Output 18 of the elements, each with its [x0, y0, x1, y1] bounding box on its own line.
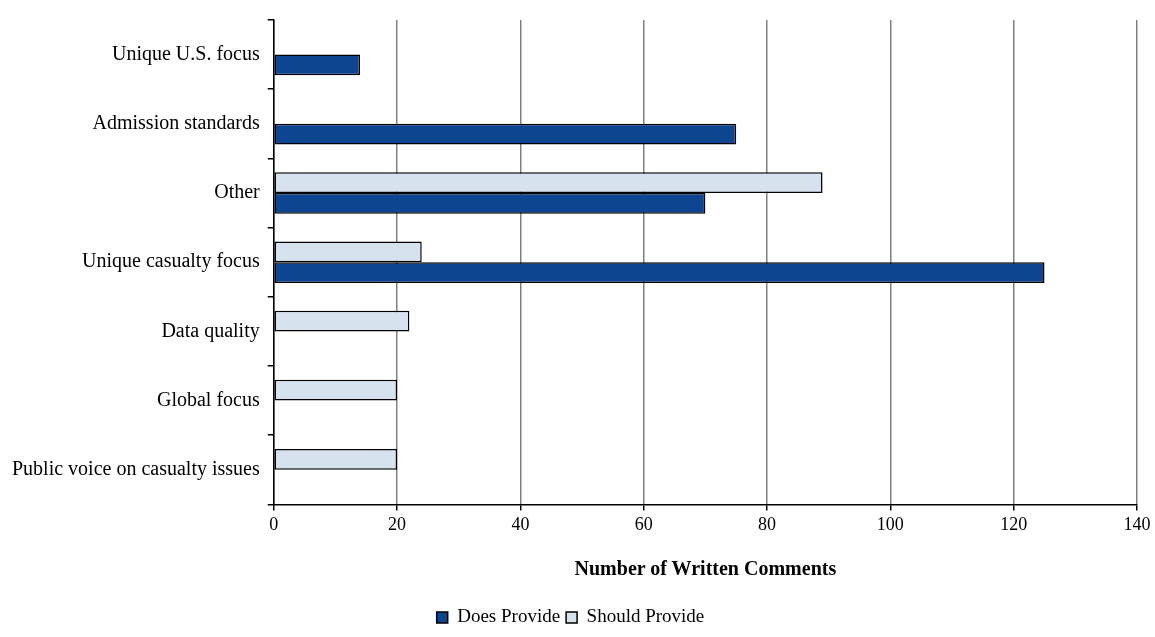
- x-tick-label: 0: [269, 513, 279, 534]
- y-tick-label: Unique casualty focus: [82, 249, 260, 273]
- x-tick-label: 20: [388, 513, 407, 534]
- legend-label: Should Provide: [586, 605, 705, 627]
- y-tick-label: Other: [214, 180, 261, 203]
- y-tick-label: Admission standards: [92, 111, 260, 134]
- y-tick-label: Global focus: [156, 387, 260, 410]
- legend-label: Does Provide: [457, 605, 561, 627]
- x-axis-title: Number of Written Comments: [574, 557, 837, 580]
- x-tick-label: 140: [1123, 513, 1151, 534]
- y-tick-label: Unique U.S. focus: [111, 41, 260, 65]
- y-tick-label: Data quality: [161, 318, 260, 342]
- x-tick-label: 100: [876, 513, 904, 534]
- x-tick-label: 60: [634, 513, 653, 534]
- y-tick-label: Public voice on casualty issues: [12, 457, 260, 481]
- x-tick-label: 80: [758, 513, 777, 534]
- x-tick-label: 120: [1000, 513, 1028, 534]
- x-tick-label: 40: [511, 513, 530, 534]
